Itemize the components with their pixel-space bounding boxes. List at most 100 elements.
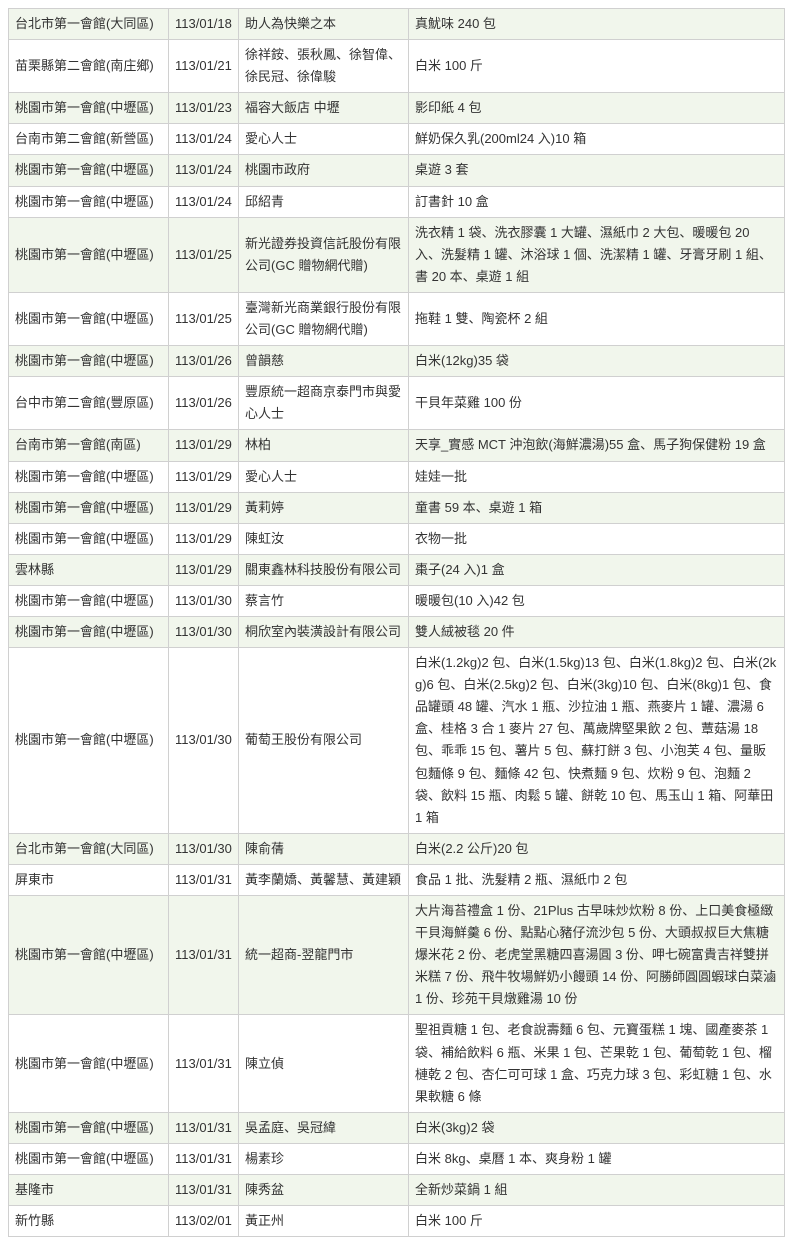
cell-location: 桃園市第一會館(中壢區) [9, 186, 169, 217]
cell-items: 白米(3kg)2 袋 [409, 1112, 785, 1143]
table-row: 桃園市第一會館(中壢區)113/01/31楊素珍白米 8kg、桌曆 1 本、爽身… [9, 1143, 785, 1174]
cell-date: 113/01/24 [169, 186, 239, 217]
table-row: 桃園市第一會館(中壢區)113/01/25新光證券投資信託股份有限公司(GC 贈… [9, 217, 785, 292]
table-row: 雲林縣113/01/29關東鑫林科技股份有限公司棗子(24 入)1 盒 [9, 554, 785, 585]
table-row: 桃園市第一會館(中壢區)113/01/23福容大飯店 中壢影印紙 4 包 [9, 93, 785, 124]
cell-date: 113/01/29 [169, 523, 239, 554]
cell-location: 桃園市第一會館(中壢區) [9, 523, 169, 554]
cell-donor: 邱紹青 [239, 186, 409, 217]
cell-location: 台北市第一會館(大同區) [9, 833, 169, 864]
table-row: 桃園市第一會館(中壢區)113/01/25臺灣新光商業銀行股份有限公司(GC 贈… [9, 292, 785, 345]
cell-location: 台北市第一會館(大同區) [9, 9, 169, 40]
cell-location: 台南市第二會館(新營區) [9, 124, 169, 155]
cell-date: 113/01/31 [169, 1175, 239, 1206]
table-row: 台南市第一會館(南區)113/01/29林柏天享_實感 MCT 沖泡飲(海鮮濃湯… [9, 430, 785, 461]
table-row: 桃園市第一會館(中壢區)113/01/24邱紹青訂書針 10 盒 [9, 186, 785, 217]
cell-donor: 楊素珍 [239, 1143, 409, 1174]
cell-location: 桃園市第一會館(中壢區) [9, 346, 169, 377]
cell-date: 113/01/24 [169, 155, 239, 186]
cell-donor: 桃園市政府 [239, 155, 409, 186]
cell-items: 全新炒菜鍋 1 組 [409, 1175, 785, 1206]
cell-date: 113/01/24 [169, 124, 239, 155]
cell-items: 白米 100 斤 [409, 40, 785, 93]
table-row: 桃園市第一會館(中壢區)113/01/26曾韻慈白米(12kg)35 袋 [9, 346, 785, 377]
donations-table: 台北市第一會館(大同區)113/01/18助人為快樂之本真魷味 240 包苗栗縣… [8, 8, 785, 1237]
cell-location: 台南市第一會館(南區) [9, 430, 169, 461]
cell-donor: 陳立偵 [239, 1015, 409, 1112]
cell-location: 雲林縣 [9, 554, 169, 585]
cell-date: 113/01/31 [169, 896, 239, 1015]
cell-date: 113/01/25 [169, 292, 239, 345]
cell-date: 113/01/30 [169, 833, 239, 864]
cell-location: 台中市第二會館(豐原區) [9, 377, 169, 430]
cell-location: 新竹縣 [9, 1206, 169, 1237]
table-row: 桃園市第一會館(中壢區)113/01/31統一超商-翌龍門市大片海苔禮盒 1 份… [9, 896, 785, 1015]
table-row: 台北市第一會館(大同區)113/01/30陳俞蒨白米(2.2 公斤)20 包 [9, 833, 785, 864]
cell-location: 桃園市第一會館(中壢區) [9, 648, 169, 834]
cell-date: 113/01/30 [169, 648, 239, 834]
cell-date: 113/01/30 [169, 585, 239, 616]
table-row: 桃園市第一會館(中壢區)113/01/30桐欣室內裝潢設計有限公司雙人絨被毯 2… [9, 616, 785, 647]
cell-items: 影印紙 4 包 [409, 93, 785, 124]
table-row: 桃園市第一會館(中壢區)113/01/30葡萄王股份有限公司白米(1.2kg)2… [9, 648, 785, 834]
table-row: 台北市第一會館(大同區)113/01/18助人為快樂之本真魷味 240 包 [9, 9, 785, 40]
cell-location: 基隆市 [9, 1175, 169, 1206]
cell-donor: 葡萄王股份有限公司 [239, 648, 409, 834]
cell-donor: 陳俞蒨 [239, 833, 409, 864]
cell-donor: 林柏 [239, 430, 409, 461]
cell-donor: 豐原統一超商京泰門市與愛心人士 [239, 377, 409, 430]
cell-items: 暖暖包(10 入)42 包 [409, 585, 785, 616]
table-row: 桃園市第一會館(中壢區)113/01/29黃莉婷童書 59 本、桌遊 1 箱 [9, 492, 785, 523]
table-row: 桃園市第一會館(中壢區)113/01/31吳孟庭、吳冠緯白米(3kg)2 袋 [9, 1112, 785, 1143]
table-row: 苗栗縣第二會館(南庄鄉)113/01/21徐祥銨、張秋鳳、徐智偉、徐民冠、徐偉駿… [9, 40, 785, 93]
cell-date: 113/01/21 [169, 40, 239, 93]
cell-donor: 徐祥銨、張秋鳳、徐智偉、徐民冠、徐偉駿 [239, 40, 409, 93]
table-row: 桃園市第一會館(中壢區)113/01/29陳虹汝衣物一批 [9, 523, 785, 554]
cell-items: 棗子(24 入)1 盒 [409, 554, 785, 585]
cell-date: 113/01/29 [169, 554, 239, 585]
cell-location: 桃園市第一會館(中壢區) [9, 1143, 169, 1174]
cell-date: 113/02/01 [169, 1206, 239, 1237]
cell-donor: 黃正州 [239, 1206, 409, 1237]
cell-date: 113/01/26 [169, 346, 239, 377]
cell-donor: 愛心人士 [239, 124, 409, 155]
table-row: 桃園市第一會館(中壢區)113/01/24桃園市政府桌遊 3 套 [9, 155, 785, 186]
cell-items: 白米(1.2kg)2 包、白米(1.5kg)13 包、白米(1.8kg)2 包、… [409, 648, 785, 834]
cell-donor: 陳虹汝 [239, 523, 409, 554]
cell-donor: 愛心人士 [239, 461, 409, 492]
cell-items: 干貝年菜雞 100 份 [409, 377, 785, 430]
cell-items: 童書 59 本、桌遊 1 箱 [409, 492, 785, 523]
cell-date: 113/01/23 [169, 93, 239, 124]
cell-location: 桃園市第一會館(中壢區) [9, 93, 169, 124]
cell-date: 113/01/31 [169, 864, 239, 895]
cell-donor: 關東鑫林科技股份有限公司 [239, 554, 409, 585]
cell-items: 桌遊 3 套 [409, 155, 785, 186]
cell-items: 天享_實感 MCT 沖泡飲(海鮮濃湯)55 盒、馬子狗保健粉 19 盒 [409, 430, 785, 461]
cell-items: 白米 8kg、桌曆 1 本、爽身粉 1 罐 [409, 1143, 785, 1174]
cell-location: 桃園市第一會館(中壢區) [9, 896, 169, 1015]
cell-donor: 黃李蘭嬌、黃馨慧、黃建穎 [239, 864, 409, 895]
cell-date: 113/01/29 [169, 430, 239, 461]
cell-items: 洗衣精 1 袋、洗衣膠囊 1 大罐、濕紙巾 2 大包、暖暖包 20 入、洗髮精 … [409, 217, 785, 292]
cell-donor: 統一超商-翌龍門市 [239, 896, 409, 1015]
cell-date: 113/01/30 [169, 616, 239, 647]
cell-location: 桃園市第一會館(中壢區) [9, 492, 169, 523]
cell-items: 娃娃一批 [409, 461, 785, 492]
cell-date: 113/01/29 [169, 461, 239, 492]
cell-location: 桃園市第一會館(中壢區) [9, 585, 169, 616]
cell-location: 桃園市第一會館(中壢區) [9, 292, 169, 345]
cell-location: 桃園市第一會館(中壢區) [9, 155, 169, 186]
cell-date: 113/01/31 [169, 1143, 239, 1174]
cell-location: 桃園市第一會館(中壢區) [9, 1015, 169, 1112]
cell-items: 拖鞋 1 雙、陶瓷杯 2 組 [409, 292, 785, 345]
cell-donor: 蔡言竹 [239, 585, 409, 616]
cell-date: 113/01/18 [169, 9, 239, 40]
table-row: 台南市第二會館(新營區)113/01/24愛心人士鮮奶保久乳(200ml24 入… [9, 124, 785, 155]
table-row: 屏東市113/01/31黃李蘭嬌、黃馨慧、黃建穎食品 1 批、洗髮精 2 瓶、濕… [9, 864, 785, 895]
cell-items: 白米 100 斤 [409, 1206, 785, 1237]
cell-items: 衣物一批 [409, 523, 785, 554]
cell-donor: 臺灣新光商業銀行股份有限公司(GC 贈物網代贈) [239, 292, 409, 345]
cell-items: 雙人絨被毯 20 件 [409, 616, 785, 647]
cell-donor: 吳孟庭、吳冠緯 [239, 1112, 409, 1143]
table-row: 新竹縣113/02/01黃正州白米 100 斤 [9, 1206, 785, 1237]
